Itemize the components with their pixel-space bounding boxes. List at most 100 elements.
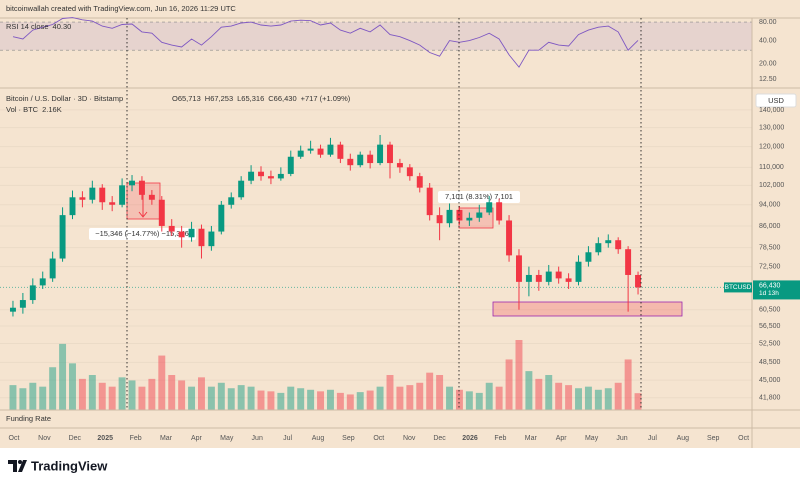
volume-bar xyxy=(317,391,325,410)
candle-body xyxy=(496,202,503,221)
volume-bar xyxy=(69,363,76,410)
volume-bar xyxy=(49,367,57,410)
volume-bar xyxy=(307,389,315,410)
brand: TradingView xyxy=(31,458,108,473)
volume-bar xyxy=(426,372,434,410)
volume-bar xyxy=(148,378,156,410)
volume-bar xyxy=(465,391,473,410)
y-tick-label: 56,500 xyxy=(759,323,781,330)
support-zone xyxy=(492,301,683,317)
volume-bar xyxy=(624,359,632,410)
candle-body xyxy=(506,220,513,256)
symbol-box xyxy=(724,282,752,293)
candle-body xyxy=(436,215,443,224)
logo xyxy=(8,460,27,472)
y-tick-label: 12.50 xyxy=(759,76,777,83)
volume-bar xyxy=(297,388,305,410)
volume-bar xyxy=(565,385,573,410)
x-tick-label: Jul xyxy=(283,435,292,442)
x-tick-label: 2025 xyxy=(97,435,113,442)
candle-body xyxy=(248,171,255,181)
x-tick-label: Sep xyxy=(342,435,355,442)
x-tick-label: Jun xyxy=(616,435,627,442)
volume-bar xyxy=(475,392,483,410)
candle-body xyxy=(605,240,612,244)
candle-body xyxy=(585,252,592,262)
currency[interactable]: USD xyxy=(768,96,784,105)
y-tick-label: 80.00 xyxy=(759,19,777,26)
candle-body xyxy=(525,274,532,282)
volume-bar xyxy=(436,375,444,410)
volume-bar xyxy=(247,386,255,410)
y-tick-label: 140,000 xyxy=(759,107,784,114)
volume-bar xyxy=(39,386,47,410)
volume-bar xyxy=(118,377,126,410)
volume-bar xyxy=(455,389,463,410)
candle-body xyxy=(208,231,215,247)
front-layer: 140,000 130,000 120,000 110,000 102,000 94,00… xyxy=(6,17,800,442)
y-tick-label: 110,000 xyxy=(759,164,784,171)
volume-bar xyxy=(634,393,642,410)
measure-label: 7,101 (8.31%) 7,101 xyxy=(445,192,513,201)
candle-body xyxy=(129,180,135,186)
funding-label: Funding Rate xyxy=(6,414,51,423)
y-tick-label: 120,000 xyxy=(759,143,784,150)
x-tick-label: Nov xyxy=(403,435,416,442)
candle-body xyxy=(476,212,483,218)
y-tick-label: 78,500 xyxy=(759,245,781,252)
volume-bar xyxy=(128,380,136,410)
candle-body xyxy=(258,171,264,177)
x-tick-label: Feb xyxy=(130,435,142,442)
candle-body xyxy=(198,228,205,247)
volume-bar xyxy=(267,391,275,410)
volume-bar xyxy=(188,386,196,410)
candle-body xyxy=(29,285,36,301)
rsi-band xyxy=(0,22,752,51)
volume-bar xyxy=(535,378,543,410)
volume-bar xyxy=(29,382,37,410)
candle-body xyxy=(625,249,632,275)
candle-body xyxy=(59,215,66,259)
volume-bar xyxy=(326,389,334,410)
volume-bar xyxy=(396,386,404,410)
volume-bar xyxy=(168,375,176,410)
y-tick-label: 45,000 xyxy=(759,377,781,384)
volume-bar xyxy=(584,386,592,410)
rsi-title: RSI 14 close xyxy=(6,22,49,31)
back-layer xyxy=(0,21,752,410)
volume-bar xyxy=(575,388,582,410)
y-tick-label: 72,500 xyxy=(759,263,781,270)
x-tick-label: May xyxy=(585,435,599,442)
x-tick-label: Nov xyxy=(38,435,51,442)
x-tick-label: Aug xyxy=(312,435,325,442)
volume-bar xyxy=(217,382,225,410)
countdown: 1d 13h xyxy=(759,290,779,297)
candle-body xyxy=(39,278,46,286)
candle-body xyxy=(535,274,542,282)
volume-bar xyxy=(406,385,414,410)
candle-body xyxy=(158,199,165,226)
candle-body xyxy=(178,231,185,238)
volume-bar xyxy=(495,386,503,410)
x-tick-label: Dec xyxy=(69,435,82,442)
footer xyxy=(0,448,800,483)
volume-bar xyxy=(257,390,265,410)
ohlc-label: +717 (+1.09%) xyxy=(301,94,351,103)
ohlc-label: C66,430 xyxy=(268,94,296,103)
volume-label: 2.16K xyxy=(42,105,62,114)
volume-bar xyxy=(614,382,622,410)
candle-body xyxy=(575,261,582,282)
ohlc-label: O65,713 xyxy=(172,94,201,103)
candle-body xyxy=(357,154,364,166)
volume-bar xyxy=(446,386,453,410)
volume-bar xyxy=(376,386,384,410)
volume-bar xyxy=(555,382,563,410)
rsi-line xyxy=(12,17,639,68)
candle-body xyxy=(277,173,284,179)
y-tick-label: 60,500 xyxy=(759,307,781,314)
x-tick-label: Sep xyxy=(707,435,720,442)
last-price: 66,430 xyxy=(759,282,781,289)
candle-body xyxy=(89,187,96,200)
currency-button[interactable] xyxy=(755,93,797,108)
volume-bar xyxy=(158,355,166,410)
